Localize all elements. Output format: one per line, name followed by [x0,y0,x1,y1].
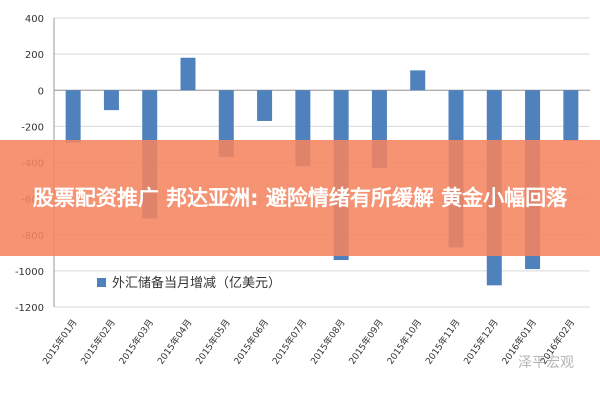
y-tick-label: -200 [21,122,44,133]
x-tick-label: 2015年04月 [155,317,195,367]
bar [103,90,119,111]
bar [410,70,426,91]
x-tick-label: 2015年02月 [78,317,118,367]
x-tick-label: 2015年09月 [346,317,386,367]
headline-title: 股票配资推广 邦达亚洲: 避险情绪有所缓解 黄金小幅回落 [32,186,568,210]
x-tick-label: 2015年11月 [423,317,463,367]
legend-swatch [97,278,106,287]
y-tick-label: -1000 [15,267,44,278]
headline-banner: 股票配资推广 邦达亚洲: 避险情绪有所缓解 黄金小幅回落 [0,140,600,256]
y-tick-label: -1200 [15,303,44,314]
bar [65,90,81,143]
x-tick-label: 2015年05月 [193,317,233,367]
y-tick-label: 200 [25,50,44,61]
y-tick-label: 0 [38,86,44,97]
y-tick-label: 400 [25,14,44,25]
x-tick-label: 2015年01月 [40,317,80,367]
bar [563,90,579,141]
x-tick-label: 2015年06月 [231,317,271,367]
source-watermark: 泽平宏观 [518,355,574,371]
x-tick-label: 2015年08月 [308,317,348,367]
legend-label: 外汇储备当月增减（亿美元） [112,275,281,291]
bar [257,90,273,121]
x-tick-label: 2015年03月 [116,317,156,367]
x-tick-label: 2015年10月 [384,317,424,367]
bar [180,57,196,91]
x-tick-label: 2015年07月 [269,317,309,367]
x-tick-label: 2015年12月 [461,317,501,367]
